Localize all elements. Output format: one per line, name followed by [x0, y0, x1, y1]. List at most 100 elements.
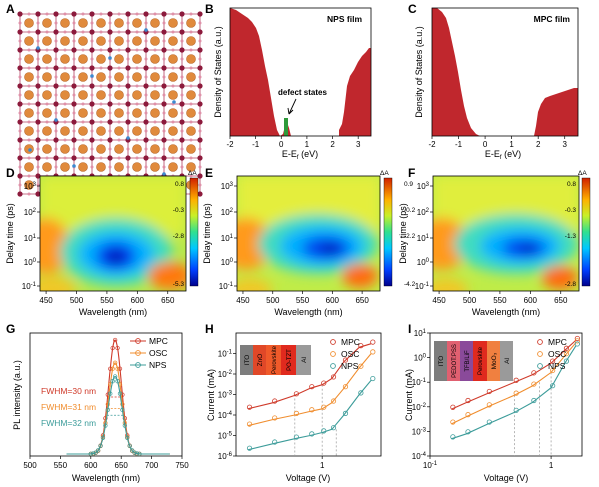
iv-point-osc: [513, 390, 519, 396]
iv-point-osc: [574, 338, 580, 344]
pb-atom: [197, 173, 203, 179]
cbar-tick-f: -0.3: [565, 207, 577, 214]
pb-atom: [107, 83, 113, 89]
halide-atom: [180, 129, 184, 133]
cs-atom: [132, 36, 142, 46]
iv-point-osc: [272, 415, 278, 421]
halide-atom: [72, 111, 76, 115]
cs-atom: [78, 144, 88, 154]
cs-atom: [168, 126, 178, 136]
iv-point-nps: [531, 397, 537, 404]
pl-point: [95, 448, 101, 453]
halide-atom: [144, 93, 148, 97]
iv-ytick: 10-4: [218, 411, 233, 420]
halide-atom: [27, 66, 31, 70]
halide-atom: [45, 102, 49, 106]
cs-atom: [114, 72, 124, 82]
halide-atom: [18, 129, 22, 133]
halide-atom: [198, 21, 202, 25]
pb-atom: [161, 11, 167, 17]
dos-xtick: 2: [536, 140, 541, 149]
halide-atom: [162, 93, 166, 97]
pl-fwhm-mpc: FWHM=30 nm: [41, 386, 96, 396]
iv-legend-i: MPC OSC NPS: [537, 337, 567, 371]
halide-atom: [135, 84, 139, 88]
cbar-title-e: ΔA: [380, 170, 389, 177]
halide-atom: [117, 138, 121, 142]
halide-atom: [27, 120, 31, 124]
cs-atom: [78, 162, 88, 172]
halide-atom: [117, 66, 121, 70]
cs-atom: [150, 54, 160, 64]
cs-atom: [60, 18, 70, 28]
pl-xlabel: Wavelength (nm): [72, 473, 140, 483]
pb-atom: [143, 65, 149, 71]
halide-atom: [189, 12, 193, 16]
iv-point-osc: [330, 398, 337, 404]
halide-atom: [99, 12, 103, 16]
iv-point-osc: [309, 407, 315, 413]
pb-atom: [89, 47, 95, 53]
dos-xlabel-mpc: E-Ef (eV): [485, 149, 521, 161]
dopant-atom: [172, 100, 176, 104]
cs-atom: [24, 108, 34, 118]
iv-point-mpc: [574, 335, 580, 342]
pl-point: [117, 391, 123, 396]
iv-xlabel-i: Voltage (V): [484, 473, 529, 483]
stack-h-layer-4: Al: [301, 357, 308, 363]
pb-atom: [71, 119, 77, 125]
pl-point: [120, 402, 125, 407]
halide-atom: [126, 75, 130, 79]
dopant-atom: [90, 74, 94, 78]
cs-atom: [42, 162, 52, 172]
halide-atom: [153, 156, 157, 160]
pb-atom: [161, 101, 167, 107]
pb-atom: [89, 101, 95, 107]
pl-point: [127, 443, 132, 449]
pb-atom: [89, 29, 95, 35]
pl-point: [112, 360, 118, 365]
halide-atom: [180, 111, 184, 115]
halide-atom: [108, 129, 112, 133]
halide-atom: [36, 165, 40, 169]
iv-point-nps: [563, 358, 570, 364]
halide-atom: [54, 75, 58, 79]
halide-atom: [153, 66, 157, 70]
halide-atom: [63, 102, 67, 106]
cs-atom: [42, 36, 52, 46]
cs-atom: [42, 126, 52, 136]
halide-atom: [171, 66, 175, 70]
pb-atom: [89, 11, 95, 17]
pb-atom: [197, 137, 203, 143]
halide-atom: [81, 66, 85, 70]
pb-atom: [143, 83, 149, 89]
pl-point: [108, 391, 113, 396]
halide-atom: [18, 39, 22, 43]
ta-ytick: 102: [24, 208, 37, 217]
halide-atom: [135, 120, 139, 124]
halide-atom: [189, 66, 193, 70]
dos-xtick: -1: [252, 140, 260, 149]
ta-xtick: 600: [131, 296, 145, 305]
iv-point-osc: [321, 404, 327, 410]
halide-atom: [90, 147, 94, 151]
cs-atom: [186, 90, 196, 100]
pb-atom: [89, 65, 95, 71]
halide-atom: [180, 93, 184, 97]
defect-states-marker: [284, 118, 288, 136]
dos-xtick: 1: [305, 140, 310, 149]
cs-atom: [24, 36, 34, 46]
halide-atom: [171, 84, 175, 88]
halide-atom: [171, 12, 175, 16]
cs-atom: [96, 108, 106, 118]
cs-atom: [168, 18, 178, 28]
halide-atom: [126, 21, 130, 25]
cs-atom: [42, 108, 52, 118]
halide-atom: [45, 120, 49, 124]
iv-ytick: 10-2: [218, 370, 233, 379]
iv-point-osc: [450, 419, 456, 425]
halide-atom: [135, 48, 139, 52]
dos-xtick: -2: [428, 140, 436, 149]
halide-atom: [153, 102, 157, 106]
panel-label-e: E: [205, 166, 213, 180]
